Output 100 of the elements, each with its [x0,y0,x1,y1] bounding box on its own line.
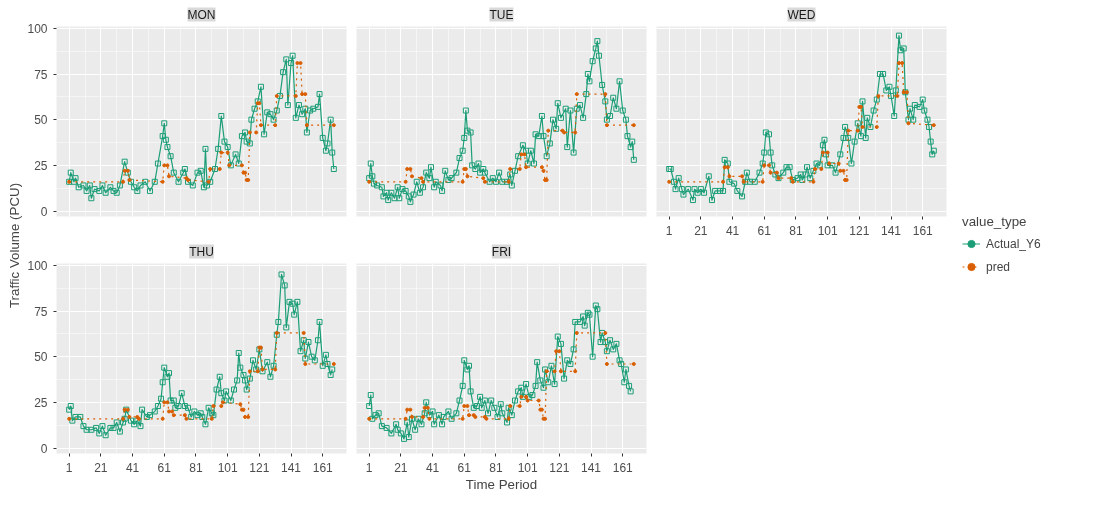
point [722,165,727,170]
y-tick-label: 75 [34,67,48,82]
point [127,414,132,419]
point [481,176,486,181]
y-tick-label: 0 [40,441,48,456]
point [519,152,524,157]
point [604,123,609,128]
point [408,167,413,171]
point [819,167,824,171]
point [67,416,72,421]
x-tick-label: 61 [457,460,472,475]
point [506,416,511,421]
point [462,404,467,408]
x-tick-label: 101 [517,460,538,475]
point [855,128,860,133]
x-tick-label: 61 [757,223,772,238]
point [298,61,303,66]
point [525,398,530,403]
chart-title: THU [189,244,214,259]
chart-title: FRI [491,244,512,259]
point [419,176,424,181]
point [558,369,563,374]
point [767,163,772,168]
point [517,167,522,171]
point [331,361,336,366]
point [573,130,578,135]
point [246,414,251,419]
point [121,179,126,184]
point [895,93,900,98]
point [574,92,579,97]
point [274,93,279,98]
point [536,398,541,403]
point [876,93,881,98]
point [546,128,551,133]
x-axis-title: Time Period [465,476,538,492]
point [522,152,527,157]
point [517,404,522,408]
point [243,414,248,419]
point [820,150,825,155]
point [367,416,372,421]
y-axis-title: Traffic Volume (PCU) [7,182,23,309]
point [208,167,213,171]
point [171,413,176,418]
point [931,123,936,128]
x-tick-label: 161 [912,223,934,238]
x-tick-label: 1 [65,460,73,475]
point [482,179,487,184]
point [631,123,636,128]
legend-label: pred [986,259,1011,274]
point [219,404,224,408]
point [838,168,843,173]
point [460,416,465,421]
x-tick-label: 21 [94,460,108,475]
y-tick-label: 50 [34,350,48,365]
point [408,407,413,412]
point [667,179,672,184]
x-tick-label: 121 [549,460,570,475]
point [841,168,846,173]
point [162,163,167,168]
point [573,369,578,374]
y-tick-label: 100 [27,258,48,273]
point [421,179,426,184]
point [539,165,544,170]
point [603,92,608,97]
point [727,174,732,179]
point [465,404,470,408]
x-tick-label: 41 [125,460,140,475]
point [367,179,372,184]
x-tick-label: 161 [312,460,334,475]
point [273,367,278,372]
point [574,330,579,335]
y-tick-label: 100 [27,21,48,36]
point [760,179,765,184]
y-tick-label: 25 [34,395,48,410]
point [304,123,309,128]
point [247,130,252,135]
x-tick-label: 141 [281,460,302,475]
point [331,123,336,128]
point [219,150,224,155]
point [167,174,172,179]
point [422,405,427,410]
point [900,61,905,66]
point [165,163,170,168]
point [552,369,557,374]
point [403,416,408,421]
point [896,61,901,66]
point [303,361,308,366]
x-tick-label: 81 [789,223,803,238]
x-tick-label: 61 [157,460,172,475]
point [209,416,214,421]
y-tick-label: 25 [34,158,48,173]
x-tick-label: 101 [817,223,838,238]
point [165,400,170,405]
point [603,330,608,335]
point [162,400,167,405]
x-tick-label: 1 [665,223,673,238]
point [225,150,230,155]
x-tick-label: 141 [881,223,902,238]
point [836,161,841,166]
point [184,416,189,421]
